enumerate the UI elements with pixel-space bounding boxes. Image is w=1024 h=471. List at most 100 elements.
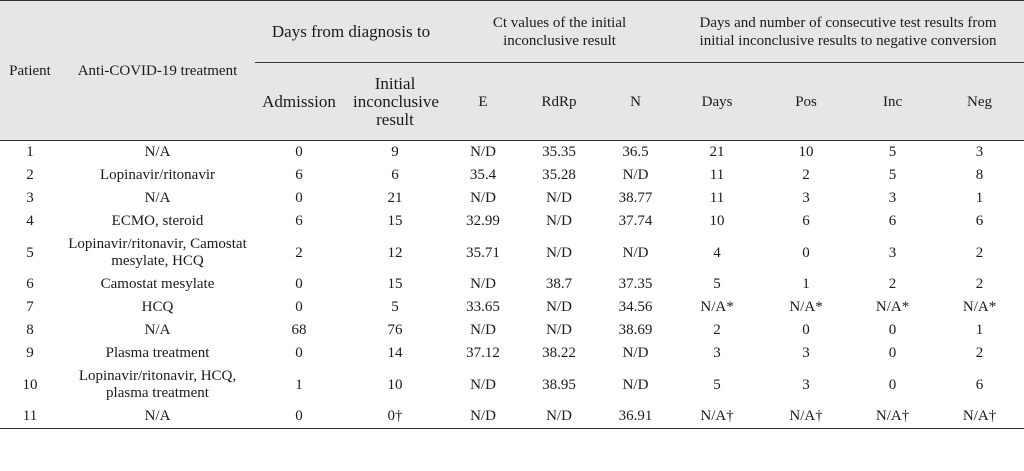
table-row: 10 Lopinavir/ritonavir, HCQ, plasma trea…	[0, 365, 1024, 405]
cell-patient: 8	[26, 322, 34, 338]
header-patient: Patient	[0, 0, 60, 141]
cell-neg: 1	[975, 190, 984, 206]
cell-treatment: N/A	[144, 190, 171, 206]
cell-admission: 1	[295, 376, 303, 393]
cell-e: 35.4	[469, 167, 497, 183]
cell-patient: 10	[22, 376, 38, 393]
cell-patient: 2	[26, 167, 34, 183]
header-treatment: Anti-COVID-19 treatment	[60, 0, 255, 141]
cell-initial: 10	[387, 376, 403, 393]
header-initial-inconclusive: Initial inconclusive result	[343, 62, 447, 141]
cell-pos: 2	[802, 167, 810, 183]
cell-rdrp: N/D	[546, 244, 572, 261]
cell-n: 38.77	[618, 190, 653, 206]
cell-neg: N/A†	[935, 405, 1024, 429]
table-row: 9 Plasma treatment 0 14 37.12 38.22 N/D …	[0, 342, 1024, 365]
cell-days: 21	[709, 144, 725, 160]
header-pos: Pos	[762, 62, 851, 141]
cell-patient: 5	[26, 244, 34, 261]
cell-patient: 6	[26, 276, 34, 292]
cell-inc: 6	[888, 213, 897, 229]
header-e: E	[447, 62, 519, 141]
cell-admission: 0	[295, 144, 303, 160]
cell-neg: 6	[975, 213, 984, 229]
cell-rdrp: 35.28	[542, 167, 576, 183]
cell-treatment: ECMO, steroid	[111, 213, 204, 229]
cell-n: 37.35	[618, 276, 653, 292]
header-n: N	[599, 62, 673, 141]
cell-e: N/D	[470, 190, 496, 206]
cell-inc: 3	[888, 190, 897, 206]
cell-inc: 5	[888, 167, 897, 183]
cell-e: N/D	[470, 322, 496, 338]
cell-e: 33.65	[466, 299, 500, 315]
cell-rdrp: N/D	[546, 213, 572, 229]
cell-admission: 6	[295, 213, 303, 229]
table-row: 8 N/A 68 76 N/D N/D 38.69 2 0 0 1	[0, 319, 1024, 342]
cell-admission: 6	[295, 167, 303, 183]
cell-pos: N/A†	[762, 405, 851, 429]
cell-rdrp: N/D	[546, 299, 572, 315]
cell-days: 5	[713, 376, 721, 393]
header-ct-values: Ct values of the initial inconclusive re…	[447, 0, 673, 63]
cell-inc: N/A*	[875, 299, 910, 315]
cell-initial: 21	[387, 190, 403, 206]
cell-e: N/D	[470, 376, 496, 393]
header-admission: Admission	[255, 62, 343, 141]
cell-e: 35.71	[466, 244, 500, 261]
cell-admission: 0	[255, 405, 343, 429]
table-header: Patient Anti-COVID-19 treatment Days fro…	[0, 0, 1024, 141]
cell-neg: 2	[975, 244, 984, 261]
cell-treatment: Camostat mesylate	[100, 276, 215, 292]
cell-n: N/D	[622, 345, 649, 361]
table-row: 7 HCQ 0 5 33.65 N/D 34.56 N/A* N/A* N/A*…	[0, 296, 1024, 319]
cell-inc: 2	[888, 276, 897, 292]
cell-initial: 12	[387, 244, 403, 261]
cell-neg: 3	[975, 144, 984, 160]
cell-pos: 6	[802, 213, 810, 229]
cell-patient: 1	[26, 144, 34, 160]
cell-admission: 2	[295, 244, 303, 261]
cell-treatment: N/A	[144, 144, 171, 160]
cell-pos: N/A*	[789, 299, 823, 315]
cell-n: 37.74	[618, 213, 653, 229]
cell-pos: 3	[802, 376, 810, 393]
cell-days: N/A†	[672, 405, 763, 429]
cell-treatment: Lopinavir/ritonavir, HCQ, plasma treatme…	[78, 368, 237, 401]
cell-pos: 0	[802, 244, 810, 261]
cell-n: 36.5	[622, 144, 649, 160]
cell-admission: 0	[295, 190, 303, 206]
cell-neg: N/A*	[962, 299, 997, 315]
cell-inc: 0	[888, 345, 897, 361]
cell-n: N/D	[622, 167, 649, 183]
cell-treatment: N/A	[60, 405, 255, 429]
cell-rdrp: N/D	[546, 322, 572, 338]
cell-e: 37.12	[466, 345, 500, 361]
cell-e: N/D	[447, 405, 519, 429]
cell-neg: 1	[975, 322, 984, 338]
cell-initial: 6	[391, 167, 399, 183]
header-days: Days	[672, 62, 763, 141]
table-body: 1 N/A 0 9 N/D 35.35 36.5 21 10 5 3 2 Lop…	[0, 141, 1024, 429]
cell-inc: N/A†	[850, 405, 936, 429]
cell-days: 4	[713, 244, 721, 261]
cell-patient: 4	[26, 213, 34, 229]
cell-inc: 5	[888, 144, 897, 160]
table-row: 2 Lopinavir/ritonavir 6 6 35.4 35.28 N/D…	[0, 164, 1024, 187]
cell-initial: 15	[387, 276, 403, 292]
cell-pos: 3	[802, 345, 810, 361]
cell-patient: 7	[26, 299, 34, 315]
cell-admission: 0	[295, 276, 303, 292]
table-row: 5 Lopinavir/ritonavir, Camostat mesylate…	[0, 233, 1024, 273]
cell-initial: 9	[391, 144, 399, 160]
cell-treatment: Plasma treatment	[105, 345, 210, 361]
cell-neg: 2	[975, 345, 984, 361]
cell-days: N/A*	[700, 299, 734, 315]
cell-admission: 68	[291, 322, 307, 338]
cell-rdrp: N/D	[519, 405, 599, 429]
cell-n: 36.91	[599, 405, 673, 429]
cell-inc: 0	[888, 322, 897, 338]
cell-treatment: N/A	[144, 322, 171, 338]
cell-rdrp: N/D	[546, 190, 572, 206]
table-row: 6 Camostat mesylate 0 15 N/D 38.7 37.35 …	[0, 273, 1024, 296]
